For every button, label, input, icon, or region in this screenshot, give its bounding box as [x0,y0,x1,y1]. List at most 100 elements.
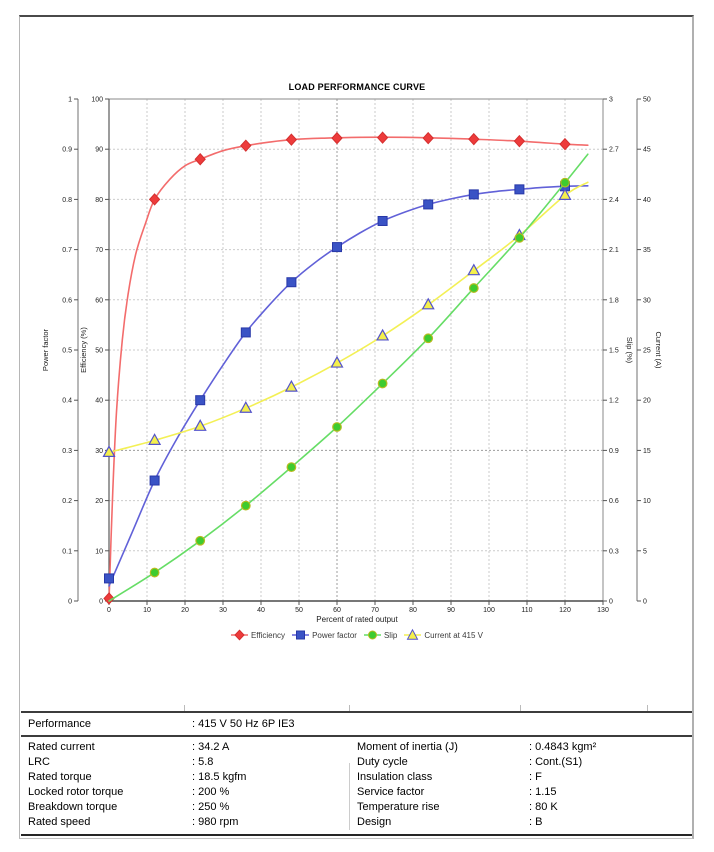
legend-item-power-factor: Power factor [292,629,357,641]
row-label: LRC [28,756,51,768]
row-label2: Moment of inertia (J) [357,741,458,753]
svg-text:0.3: 0.3 [609,548,619,555]
square-marker-icon [292,630,310,640]
circle-marker-icon [363,630,381,640]
svg-text:0.2: 0.2 [62,498,72,505]
legend-label: Current at 415 V [424,630,484,640]
svg-text:30: 30 [643,297,651,304]
x-axis-title: Percent of rated output [316,615,398,624]
svg-text:2.7: 2.7 [609,147,619,154]
row-label: Rated torque [28,771,92,783]
svg-text:Power factor: Power factor [41,328,50,371]
svg-text:70: 70 [371,607,379,614]
svg-text:60: 60 [333,607,341,614]
svg-text:80: 80 [409,607,417,614]
diamond-marker-icon [230,629,248,641]
svg-text:0.7: 0.7 [62,247,72,254]
svg-text:0: 0 [107,607,111,614]
svg-text:Current (A): Current (A) [654,331,663,369]
header-value: : 415 V 50 Hz 6P IE3 [192,718,295,730]
row-label2: Temperature rise [357,801,440,813]
svg-text:80: 80 [95,197,103,204]
svg-text:0.1: 0.1 [62,548,72,555]
svg-text:15: 15 [643,448,651,455]
legend-label: Efficiency [250,630,286,640]
svg-text:5: 5 [643,548,647,555]
row-label: Breakdown torque [28,801,118,813]
svg-text:0: 0 [643,599,647,606]
svg-text:40: 40 [257,607,265,614]
legend-label: Power factor [312,630,357,640]
row-label2: Duty cycle [357,756,408,768]
svg-text:Efficiency (%): Efficiency (%) [79,327,88,373]
row-value: : 18.5 kgfm [192,771,247,783]
table-row: LRC : 5.8 Duty cycle : Cont.(S1) [21,755,692,770]
svg-text:10: 10 [643,498,651,505]
chart-legend: Efficiency Power factor Slip Current at 415… [0,628,714,641]
svg-text:0.5: 0.5 [62,348,72,355]
svg-text:0.9: 0.9 [609,448,619,455]
svg-text:90: 90 [95,147,103,154]
svg-text:0.6: 0.6 [62,297,72,304]
svg-text:60: 60 [95,297,103,304]
svg-text:50: 50 [295,607,303,614]
svg-text:20: 20 [95,498,103,505]
svg-text:20: 20 [643,398,651,405]
table-header-row: Performance : 415 V 50 Hz 6P IE3 [21,713,692,737]
table-row: Locked rotor torque : 200 % Service fact… [21,785,692,800]
svg-text:2.1: 2.1 [609,247,619,254]
svg-text:25: 25 [643,348,651,355]
svg-text:90: 90 [447,607,455,614]
svg-text:50: 50 [95,348,103,355]
row-value2: : 0.4843 kgm² [529,741,597,753]
table-row: Rated torque : 18.5 kgfm Insulation clas… [21,770,692,785]
legend-item-slip: Slip [363,629,398,641]
row-value: : 980 rpm [192,816,239,828]
table-row: Rated current : 34.2 A Moment of inertia… [21,740,692,755]
row-label2: Service factor [357,786,425,798]
row-value2: : 1.15 [529,786,557,798]
svg-text:0.8: 0.8 [62,197,72,204]
row-label: Rated speed [28,816,91,828]
svg-text:1.8: 1.8 [609,297,619,304]
svg-text:20: 20 [181,607,189,614]
svg-text:0.4: 0.4 [62,398,72,405]
row-value: : 5.8 [192,756,214,768]
svg-text:40: 40 [95,398,103,405]
table-body: Rated current : 34.2 A Moment of inertia… [21,737,692,834]
table-column-tick [349,705,350,711]
table-column-tick [520,705,521,711]
svg-text:1.5: 1.5 [609,348,619,355]
svg-text:40: 40 [643,197,651,204]
row-value2: : B [529,816,543,828]
svg-text:Slip (%): Slip (%) [625,337,634,364]
chart-canvas: 00.10.20.30.40.50.60.70.80.9101020304050… [41,97,663,615]
svg-text:0: 0 [99,599,103,606]
row-value2: : Cont.(S1) [529,756,583,768]
row-value: : 34.2 A [192,741,230,753]
row-label: Rated current [28,741,95,753]
legend-item-current-at-415-v: Current at 415 V [404,628,484,641]
legend-item-efficiency: Efficiency [230,629,286,641]
row-label2: Design [357,816,392,828]
triangle-marker-icon [404,628,422,640]
svg-text:70: 70 [95,247,103,254]
row-value: : 250 % [192,801,230,813]
svg-text:50: 50 [643,97,651,104]
table-column-tick [184,705,185,711]
svg-text:100: 100 [91,97,103,104]
header-label: Performance [28,718,91,730]
svg-text:0.6: 0.6 [609,498,619,505]
row-label: Locked rotor torque [28,786,124,798]
table-row: Breakdown torque : 250 % Temperature ris… [21,800,692,815]
svg-text:30: 30 [219,607,227,614]
row-value2: : 80 K [529,801,558,813]
svg-text:45: 45 [643,147,651,154]
table-row: Rated speed : 980 rpm Design : B [21,815,692,830]
svg-text:3: 3 [609,97,613,104]
svg-text:130: 130 [597,607,609,614]
svg-text:10: 10 [143,607,151,614]
legend-label: Slip [383,630,398,640]
row-value: : 200 % [192,786,230,798]
table-column-tick [647,705,648,711]
